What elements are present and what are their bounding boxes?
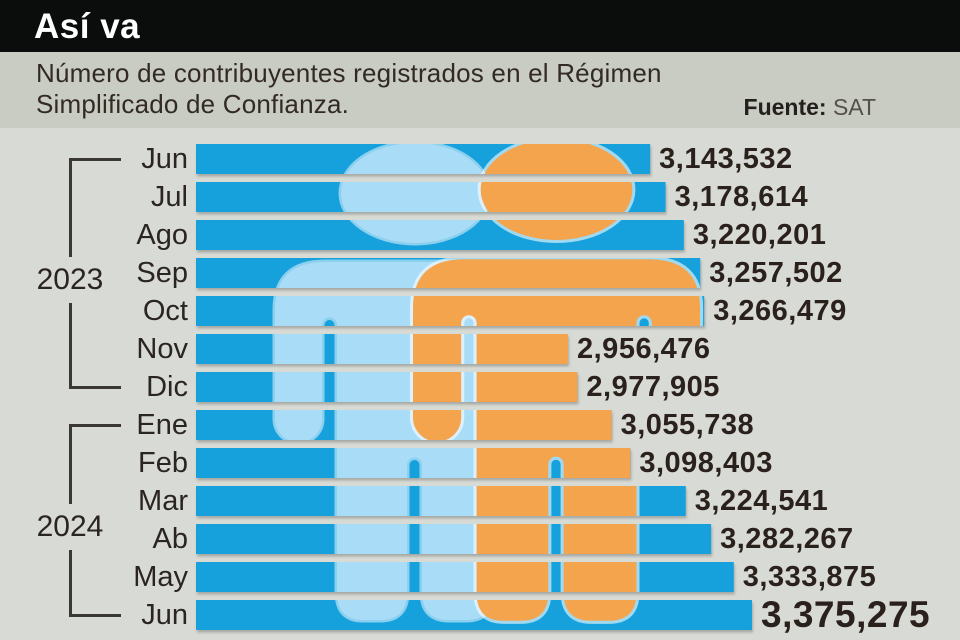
bracket-vertical-upper-2024 bbox=[69, 423, 72, 504]
value-label-4: 3,266,479 bbox=[713, 295, 847, 327]
bracket-tick-bottom-2024 bbox=[69, 613, 121, 617]
value-label-2: 3,220,201 bbox=[692, 219, 827, 251]
month-label-6: Dic bbox=[146, 371, 188, 403]
bracket-tick-top-2023 bbox=[69, 157, 121, 161]
value-label-3: 3,257,502 bbox=[709, 257, 843, 289]
subtitle-line-1: Número de contribuyentes registrados en … bbox=[36, 58, 662, 88]
month-label-3: Sep bbox=[136, 257, 188, 289]
bracket-tick-bottom-2023 bbox=[69, 385, 121, 389]
month-label-8: Feb bbox=[138, 447, 188, 479]
month-label-2: Ago bbox=[136, 219, 188, 251]
bracket-vertical-upper-2023 bbox=[69, 157, 72, 257]
year-label-2024: 2024 bbox=[36, 510, 104, 543]
month-label-9: Mar bbox=[138, 485, 188, 517]
value-label-0: 3,143,532 bbox=[659, 143, 793, 175]
month-label-11: May bbox=[133, 561, 188, 593]
value-label-11: 3,333,875 bbox=[742, 561, 877, 593]
month-label-4: Oct bbox=[142, 295, 188, 327]
source: Fuente: SAT bbox=[744, 94, 876, 121]
source-label: Fuente: bbox=[743, 94, 827, 120]
value-label-5: 2,956,476 bbox=[577, 333, 711, 365]
month-label-7: Ene bbox=[136, 409, 188, 441]
chart-subtitle: Número de contribuyentes registrados en … bbox=[36, 58, 756, 120]
bracket-vertical-lower-2023 bbox=[69, 303, 72, 389]
value-label-6: 2,977,905 bbox=[586, 371, 720, 403]
value-label-9: 3,224,541 bbox=[694, 485, 829, 517]
value-label-12: 3,375,275 bbox=[761, 594, 931, 635]
month-label-0: Jun bbox=[141, 143, 188, 175]
year-label-2023: 2023 bbox=[36, 263, 104, 296]
month-label-5: Nov bbox=[136, 333, 188, 365]
page-title: Así va bbox=[34, 7, 141, 46]
month-label-12: Jun bbox=[141, 599, 188, 631]
subtitle-line-2: Simplificado de Confianza. bbox=[36, 89, 350, 119]
value-label-1: 3,178,614 bbox=[674, 181, 809, 213]
bracket-vertical-lower-2024 bbox=[69, 550, 72, 617]
source-value: SAT bbox=[832, 94, 876, 120]
subtitle-band: Número de contribuyentes registrados en … bbox=[0, 52, 960, 128]
value-label-7: 3,055,738 bbox=[620, 409, 755, 441]
bracket-tick-top-2024 bbox=[69, 423, 121, 427]
month-label-1: Jul bbox=[150, 181, 188, 213]
value-label-8: 3,098,403 bbox=[639, 447, 773, 479]
month-label-10: Ab bbox=[152, 523, 188, 555]
header-bar: Así va bbox=[0, 0, 960, 52]
value-label-10: 3,282,267 bbox=[720, 523, 854, 555]
